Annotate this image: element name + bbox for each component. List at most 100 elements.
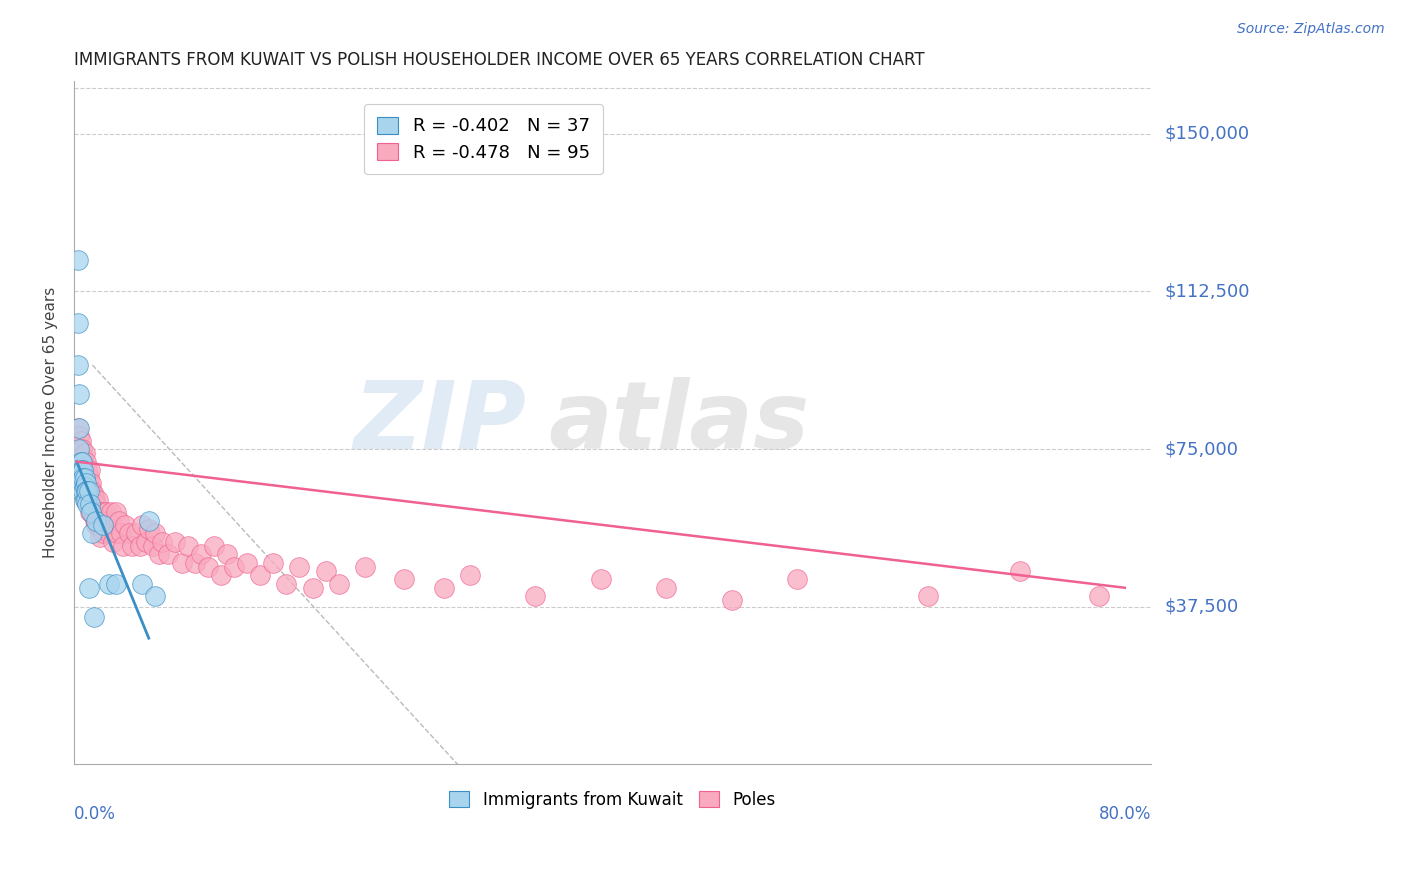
Point bbox=[524, 589, 547, 603]
Point bbox=[69, 484, 91, 499]
Point bbox=[80, 475, 103, 490]
Point bbox=[177, 539, 200, 553]
Point bbox=[183, 556, 205, 570]
Point bbox=[70, 463, 93, 477]
Point bbox=[394, 573, 416, 587]
Point bbox=[84, 514, 107, 528]
Point bbox=[73, 492, 96, 507]
Point bbox=[70, 463, 93, 477]
Point bbox=[720, 593, 742, 607]
Point bbox=[94, 505, 117, 519]
Point bbox=[105, 576, 128, 591]
Point bbox=[222, 559, 245, 574]
Point bbox=[86, 517, 108, 532]
Text: 80.0%: 80.0% bbox=[1098, 805, 1152, 823]
Point bbox=[197, 559, 219, 574]
Point bbox=[142, 539, 165, 553]
Point bbox=[67, 421, 90, 435]
Point bbox=[105, 526, 128, 541]
Point bbox=[143, 589, 166, 603]
Point bbox=[110, 526, 132, 541]
Point bbox=[354, 559, 377, 574]
Point bbox=[121, 539, 143, 553]
Point bbox=[87, 505, 110, 519]
Point bbox=[72, 463, 94, 477]
Point bbox=[202, 539, 225, 553]
Point bbox=[77, 581, 100, 595]
Point bbox=[190, 547, 212, 561]
Legend: Immigrants from Kuwait, Poles: Immigrants from Kuwait, Poles bbox=[441, 783, 785, 817]
Text: IMMIGRANTS FROM KUWAIT VS POLISH HOUSEHOLDER INCOME OVER 65 YEARS CORRELATION CH: IMMIGRANTS FROM KUWAIT VS POLISH HOUSEHO… bbox=[75, 51, 925, 69]
Text: $150,000: $150,000 bbox=[1166, 125, 1250, 143]
Point bbox=[83, 509, 105, 524]
Point bbox=[118, 526, 141, 541]
Point bbox=[79, 484, 101, 499]
Point bbox=[458, 568, 481, 582]
Point bbox=[138, 522, 160, 536]
Point bbox=[163, 534, 186, 549]
Text: $75,000: $75,000 bbox=[1166, 440, 1239, 458]
Point bbox=[217, 547, 239, 561]
Point bbox=[138, 514, 160, 528]
Point bbox=[97, 514, 120, 528]
Point bbox=[77, 471, 100, 485]
Point bbox=[73, 471, 96, 485]
Point bbox=[328, 576, 350, 591]
Point bbox=[83, 610, 105, 624]
Point bbox=[262, 556, 284, 570]
Point bbox=[589, 573, 612, 587]
Point bbox=[1008, 564, 1031, 578]
Point bbox=[98, 576, 121, 591]
Text: $112,500: $112,500 bbox=[1166, 283, 1250, 301]
Text: $37,500: $37,500 bbox=[1166, 598, 1239, 615]
Point bbox=[76, 463, 98, 477]
Point bbox=[82, 526, 104, 541]
Point bbox=[432, 581, 454, 595]
Point bbox=[786, 573, 808, 587]
Point bbox=[82, 505, 104, 519]
Text: ZIP: ZIP bbox=[353, 376, 526, 469]
Point bbox=[249, 568, 271, 582]
Point bbox=[157, 547, 180, 561]
Point bbox=[67, 442, 90, 456]
Point bbox=[79, 497, 101, 511]
Point bbox=[66, 421, 89, 435]
Point bbox=[69, 455, 91, 469]
Point bbox=[75, 492, 97, 507]
Point bbox=[66, 358, 89, 372]
Point bbox=[107, 514, 129, 528]
Point bbox=[72, 463, 94, 477]
Point bbox=[111, 539, 134, 553]
Point bbox=[69, 471, 91, 485]
Point bbox=[90, 517, 112, 532]
Point bbox=[128, 539, 150, 553]
Point bbox=[69, 463, 91, 477]
Point bbox=[72, 480, 94, 494]
Point bbox=[101, 517, 124, 532]
Point bbox=[77, 492, 100, 507]
Point bbox=[76, 497, 98, 511]
Point bbox=[91, 517, 114, 532]
Point bbox=[917, 589, 939, 603]
Point bbox=[91, 505, 114, 519]
Point bbox=[105, 505, 128, 519]
Point bbox=[82, 484, 104, 499]
Point bbox=[75, 484, 97, 499]
Point bbox=[143, 526, 166, 541]
Text: Source: ZipAtlas.com: Source: ZipAtlas.com bbox=[1237, 22, 1385, 37]
Point bbox=[93, 514, 115, 528]
Point bbox=[73, 480, 96, 494]
Point bbox=[315, 564, 337, 578]
Point bbox=[103, 534, 125, 549]
Point bbox=[75, 455, 97, 469]
Point bbox=[73, 446, 96, 460]
Text: 0.0%: 0.0% bbox=[75, 805, 115, 823]
Point bbox=[98, 526, 121, 541]
Point bbox=[77, 484, 100, 499]
Point bbox=[75, 488, 97, 502]
Point bbox=[72, 450, 94, 465]
Point bbox=[79, 463, 101, 477]
Point bbox=[236, 556, 259, 570]
Point bbox=[131, 576, 153, 591]
Point bbox=[66, 252, 89, 267]
